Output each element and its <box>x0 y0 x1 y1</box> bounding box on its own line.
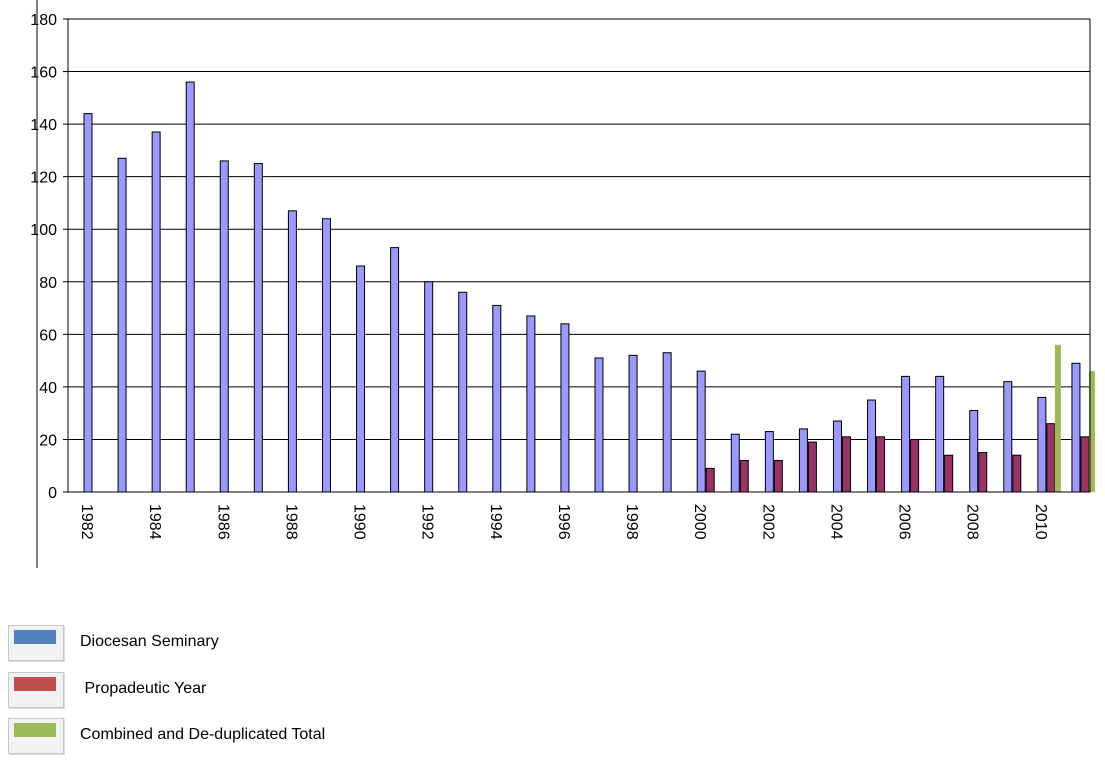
bar-diocesan-seminary-2004 <box>832 420 842 493</box>
bar-diocesan-seminary-2005 <box>867 399 877 493</box>
bar-diocesan-seminary-2006 <box>901 375 911 493</box>
bar-propadeutic-year-2005 <box>876 436 886 493</box>
legend-label: Diocesan Seminary <box>80 633 219 650</box>
x-tick-label: 1998 <box>623 504 640 540</box>
x-tick-label: 1986 <box>214 504 231 540</box>
legend-swatch <box>8 625 64 661</box>
x-tick-label: 1982 <box>78 504 95 540</box>
bar-diocesan-seminary-2010 <box>1037 396 1047 493</box>
x-tick-label: 1992 <box>419 504 436 540</box>
y-tick-label: 160 <box>30 65 57 82</box>
bar-propadeutic-year-2008 <box>978 452 988 493</box>
bar-diocesan-seminary-1998 <box>628 354 638 493</box>
bar-propadeutic-year-2010 <box>1046 423 1056 493</box>
bar-diocesan-seminary-1988 <box>287 210 297 493</box>
bar-propadeutic-year-2002 <box>773 459 783 493</box>
bar-diocesan-seminary-1985 <box>185 81 195 493</box>
bar-diocesan-seminary-2011 <box>1071 362 1081 493</box>
bar-diocesan-seminary-1997 <box>594 357 604 493</box>
bar-diocesan-seminary-1992 <box>424 281 434 493</box>
bar-diocesan-seminary-1993 <box>458 291 468 493</box>
bar-diocesan-seminary-2007 <box>935 375 945 493</box>
legend-item-propadeutic-year: Propadeutic Year <box>0 672 700 712</box>
y-tick-label: 20 <box>39 432 57 449</box>
bar-diocesan-seminary-1995 <box>526 315 536 493</box>
bar-propadeutic-year-2006 <box>910 438 920 493</box>
plot-area-border <box>67 18 1091 493</box>
y-tick-label: 80 <box>39 275 57 292</box>
bar-diocesan-seminary-1983 <box>117 157 127 493</box>
bar-diocesan-seminary-1982 <box>83 113 93 493</box>
x-tick-label: 2000 <box>691 504 708 540</box>
y-tick-label: 140 <box>30 117 57 134</box>
bar-diocesan-seminary-1991 <box>390 247 400 493</box>
bar-diocesan-seminary-1989 <box>321 218 331 493</box>
legend-label: Propadeutic Year <box>80 680 207 697</box>
bar-diocesan-seminary-2009 <box>1003 381 1013 493</box>
bar-propadeutic-year-2001 <box>739 459 749 493</box>
y-tick-label: 120 <box>30 170 57 187</box>
bars <box>83 81 1095 493</box>
bar-combined-total-2011 <box>1088 371 1095 492</box>
x-tick-label: 2006 <box>896 504 913 540</box>
bar-propadeutic-year-2004 <box>841 436 851 493</box>
legend-item-combined-total: Combined and De-duplicated Total <box>0 718 700 758</box>
y-tick-label: 60 <box>39 327 57 344</box>
legend-item-diocesan-seminary: Diocesan Seminary <box>0 625 700 665</box>
bar-diocesan-seminary-1999 <box>662 352 672 493</box>
x-tick-label: 1990 <box>351 504 368 540</box>
legend-label: Combined and De-duplicated Total <box>80 726 326 743</box>
x-tick-label: 1984 <box>146 504 163 540</box>
x-tick-label: 2010 <box>1032 504 1049 540</box>
axes <box>36 0 1091 568</box>
x-tick-label: 2002 <box>759 504 776 540</box>
x-tick-label: 2008 <box>964 504 981 540</box>
bar-propadeutic-year-2003 <box>807 441 817 493</box>
bar-propadeutic-year-2000 <box>705 467 715 493</box>
legend-swatch <box>8 718 64 754</box>
x-tick-label: 1996 <box>555 504 572 540</box>
y-axis-tick-labels: 0 20 40 60 80 100 120 140 160 180 <box>30 12 57 502</box>
x-tick-label: 2004 <box>827 504 844 540</box>
bar-propadeutic-year-2011 <box>1080 436 1090 493</box>
bar-diocesan-seminary-2008 <box>969 410 979 493</box>
bar-diocesan-seminary-1990 <box>356 265 366 493</box>
y-tick-label: 180 <box>30 12 57 29</box>
bar-propadeutic-year-2007 <box>944 454 954 493</box>
x-tick-label: 1994 <box>487 504 504 540</box>
bar-diocesan-seminary-1986 <box>219 160 229 493</box>
bar-propadeutic-year-2009 <box>1012 454 1022 493</box>
bar-diocesan-seminary-1984 <box>151 131 161 493</box>
bar-combined-total-2010 <box>1054 344 1061 492</box>
bar-diocesan-seminary-1994 <box>492 304 502 493</box>
bar-diocesan-seminary-2000 <box>696 370 706 493</box>
bar-diocesan-seminary-2002 <box>764 431 774 493</box>
x-tick-label: 1988 <box>282 504 299 540</box>
bar-diocesan-seminary-1996 <box>560 323 570 493</box>
y-tick-label: 0 <box>48 485 57 502</box>
legend-swatch <box>8 672 64 708</box>
bar-diocesan-seminary-1987 <box>253 163 263 493</box>
y-tick-label: 40 <box>39 380 57 397</box>
bar-diocesan-seminary-2003 <box>798 428 808 493</box>
x-axis-tick-labels: 1982 1984 1986 1988 1990 1992 1994 1996 1998 2000… <box>78 504 1049 540</box>
y-tick-label: 100 <box>30 222 57 239</box>
bar-diocesan-seminary-2001 <box>730 433 740 493</box>
